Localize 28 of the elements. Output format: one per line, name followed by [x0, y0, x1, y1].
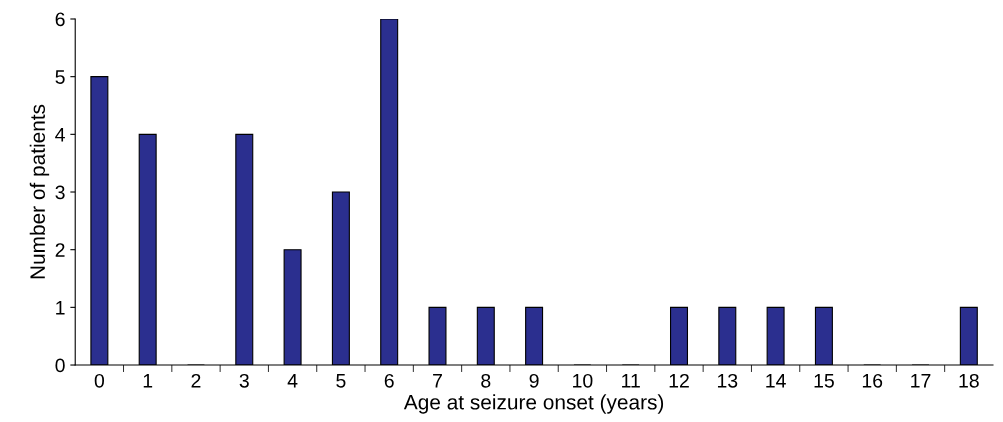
y-tick-label: 3 [55, 185, 65, 200]
y-tick-label: 5 [55, 70, 65, 84]
x-tick-label: 3 [239, 373, 249, 388]
x-tick-label: 1 [143, 374, 153, 388]
x-tick-label: 13 [717, 373, 738, 388]
y-tick-label: 4 [55, 128, 65, 142]
y-axis-title: Number of patients [29, 104, 50, 279]
x-tick-label: 11 [622, 374, 640, 388]
x-tick-label: 16 [862, 373, 883, 388]
x-tick-label: 8 [481, 373, 491, 388]
x-tick-label: 6 [384, 373, 394, 388]
x-tick-label: 4 [287, 374, 298, 388]
y-tick-label: 6 [55, 12, 65, 27]
x-tick-label: 2 [191, 373, 201, 388]
x-tick-label: 12 [669, 373, 689, 388]
x-tick-label: 18 [959, 373, 979, 388]
x-tick-label: 5 [336, 374, 346, 388]
x-tick-label: 15 [814, 374, 834, 388]
x-tick-label: 14 [766, 374, 786, 388]
x-tick-label: 9 [529, 373, 539, 388]
x-tick-label: 7 [433, 374, 442, 388]
y-tick-label: 0 [55, 358, 65, 373]
y-tick-label: 1 [56, 301, 65, 315]
x-tick-label: 0 [94, 373, 105, 388]
x-axis-title: Age at seizure onset (years) [403, 394, 664, 414]
y-tick-label: 2 [55, 243, 65, 257]
x-tick-label: 10 [573, 373, 593, 388]
x-tick-label: 17 [911, 374, 931, 388]
